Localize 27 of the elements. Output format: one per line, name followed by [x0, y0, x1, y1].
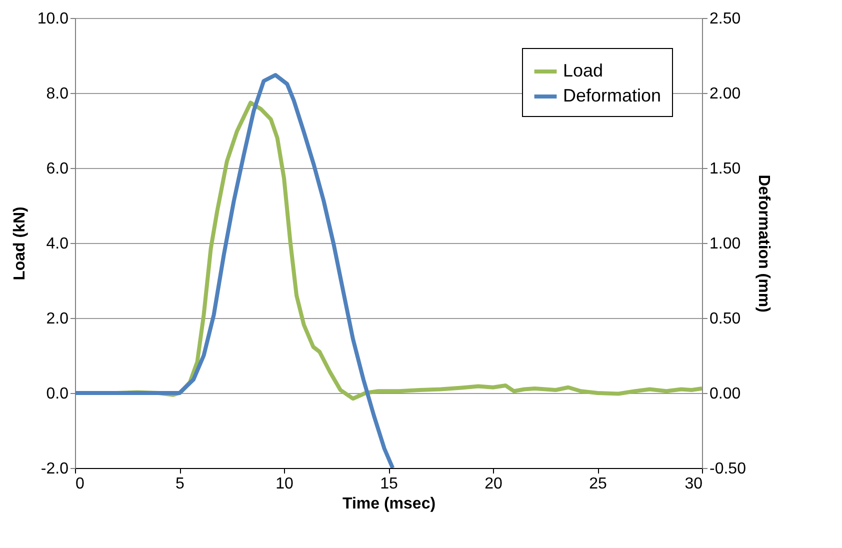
y2-tick-label: 2.00	[710, 86, 741, 102]
x-tick-label: 15	[380, 476, 398, 492]
x-tick-label: 5	[176, 476, 185, 492]
y-axis-title: Load (kN)	[11, 206, 28, 280]
y2-axis-title: Deformation (mm)	[754, 174, 772, 312]
y2-tick-label: 2.50	[710, 10, 741, 28]
y-tick-label: 10.0	[37, 10, 69, 28]
x-tick-label: 0	[76, 476, 84, 492]
legend-label: Load	[563, 60, 604, 80]
y-tick-label: 8.0	[46, 86, 69, 102]
y-tick-label: 4.0	[46, 236, 69, 252]
x-tick-label: 30	[684, 476, 703, 492]
x-tick-label: 25	[589, 476, 607, 492]
y-tick-label: -2.0	[40, 460, 69, 478]
line-series	[75, 73, 395, 468]
y-tick-label: 2.0	[46, 310, 69, 328]
x-axis-title: Time (msec)	[342, 496, 436, 512]
y2-tick-label: 1.50	[710, 160, 741, 178]
x-tick-label: 20	[484, 476, 502, 492]
legend-label: Deformation	[563, 86, 662, 106]
y2-tick-label: 0.50	[710, 310, 741, 328]
y2-tick-label: 1.00	[710, 236, 741, 252]
y2-tick-label: -0.50	[710, 460, 746, 478]
y-tick-label: 0.0	[46, 386, 69, 402]
y-tick-label: 6.0	[46, 160, 69, 178]
x-tick-label: 10	[276, 476, 294, 492]
y2-tick-label: 0.00	[710, 386, 741, 402]
